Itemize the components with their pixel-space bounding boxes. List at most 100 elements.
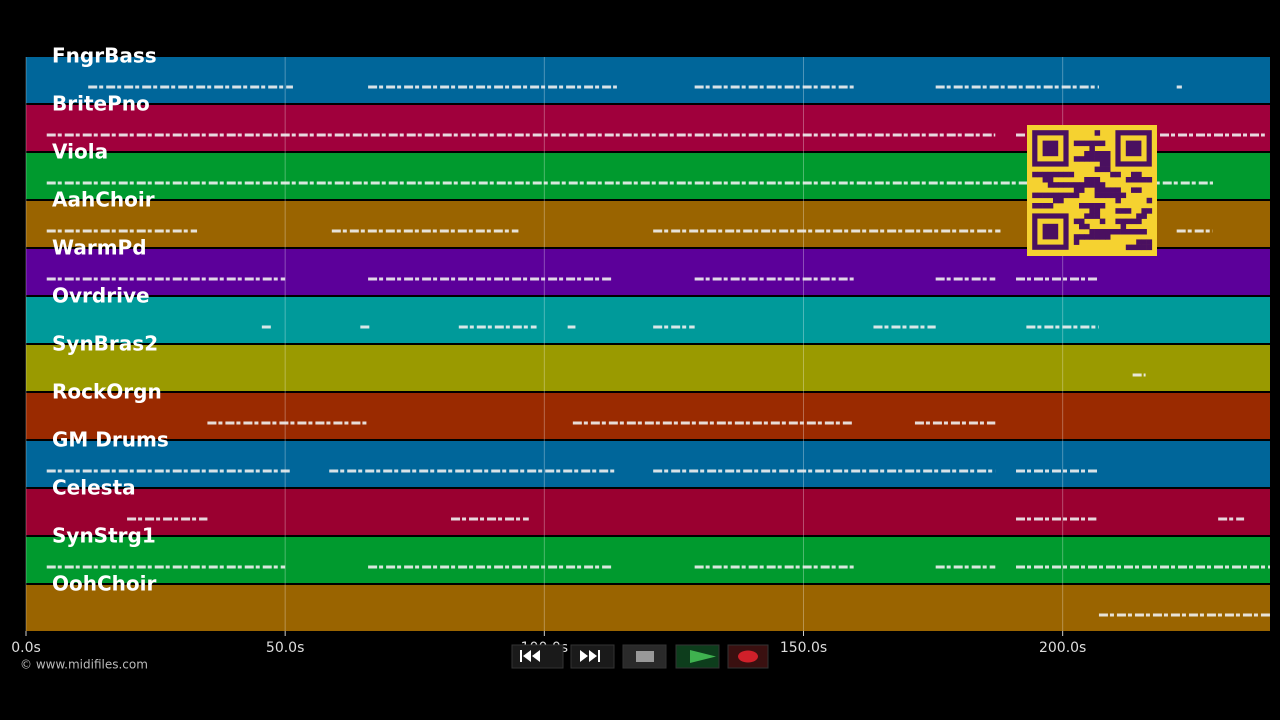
qr-finder xyxy=(1125,140,1142,157)
record-button[interactable] xyxy=(727,644,769,669)
qr-module xyxy=(1105,192,1111,199)
qr-module xyxy=(1068,182,1075,188)
track-band xyxy=(26,441,1270,487)
qr-finder xyxy=(1042,140,1059,157)
qr-module xyxy=(1136,239,1142,245)
qr-module xyxy=(1079,140,1085,147)
qr-module xyxy=(1120,192,1127,199)
qr-module xyxy=(1094,234,1101,240)
qr-module xyxy=(1131,218,1137,225)
qr-module xyxy=(1131,171,1137,178)
qr-module xyxy=(1073,140,1080,147)
qr-module xyxy=(1053,192,1059,199)
qr-module xyxy=(1094,151,1101,157)
track-label: SynStrg1 xyxy=(52,524,156,548)
qr-module xyxy=(1110,192,1116,199)
qr-module xyxy=(1089,203,1095,209)
qr-module xyxy=(1136,213,1142,219)
qr-module xyxy=(1084,234,1090,240)
qr-module xyxy=(1079,223,1085,230)
qr-code xyxy=(1027,125,1157,256)
qr-module xyxy=(1099,166,1106,173)
qr-module xyxy=(1084,223,1090,230)
track-band xyxy=(26,393,1270,439)
qr-module xyxy=(1089,229,1095,235)
qr-module xyxy=(1084,140,1090,147)
qr-module xyxy=(1105,187,1111,193)
qr-module xyxy=(1073,239,1080,245)
qr-module xyxy=(1146,208,1153,214)
qr-module xyxy=(1136,229,1142,235)
qr-module xyxy=(1047,177,1054,183)
qr-module xyxy=(1110,229,1116,235)
qr-module xyxy=(1063,182,1069,188)
qr-module xyxy=(1115,218,1121,225)
qr-module xyxy=(1136,244,1142,251)
qr-module xyxy=(1089,156,1095,162)
copyright: © www.midifiles.com xyxy=(20,658,148,672)
qr-module xyxy=(1110,171,1116,178)
qr-module xyxy=(1110,187,1116,193)
track-label: GM Drums xyxy=(52,428,169,452)
qr-module xyxy=(1115,197,1121,204)
qr-module xyxy=(1047,171,1054,178)
qr-module xyxy=(1120,229,1127,235)
qr-module xyxy=(1032,203,1038,209)
qr-module xyxy=(1099,140,1106,147)
qr-module xyxy=(1136,171,1142,178)
track-band xyxy=(26,345,1270,391)
qr-module xyxy=(1120,218,1127,225)
fast-forward-button[interactable] xyxy=(570,644,615,669)
qr-module xyxy=(1037,203,1043,209)
stop-button[interactable] xyxy=(622,644,667,669)
qr-module xyxy=(1094,177,1101,183)
track-band xyxy=(26,585,1270,631)
qr-module xyxy=(1042,177,1049,183)
qr-module xyxy=(1099,192,1106,199)
qr-module xyxy=(1105,229,1111,235)
qr-module xyxy=(1105,156,1111,162)
qr-module xyxy=(1099,156,1106,162)
qr-module xyxy=(1141,208,1147,214)
qr-module xyxy=(1099,234,1106,240)
qr-module xyxy=(1136,218,1142,225)
qr-module xyxy=(1105,166,1111,173)
x-tick-label: 200.0s xyxy=(1039,640,1086,656)
qr-module xyxy=(1042,192,1049,199)
qr-module xyxy=(1094,213,1101,219)
qr-module xyxy=(1084,182,1090,188)
qr-module xyxy=(1079,156,1085,162)
qr-module xyxy=(1079,203,1085,209)
qr-module xyxy=(1063,192,1069,199)
qr-module xyxy=(1073,234,1080,240)
qr-module xyxy=(1099,187,1106,193)
qr-module xyxy=(1079,234,1085,240)
x-tick-label: 50.0s xyxy=(266,640,304,656)
qr-module xyxy=(1089,151,1095,157)
qr-module xyxy=(1073,156,1080,162)
track-label: Ovrdrive xyxy=(52,284,150,308)
qr-module xyxy=(1125,218,1132,225)
qr-module xyxy=(1089,234,1095,240)
qr-module xyxy=(1084,203,1090,209)
rewind-button[interactable] xyxy=(511,644,564,669)
qr-module xyxy=(1042,203,1049,209)
qr-module xyxy=(1068,192,1075,199)
transport-controls xyxy=(511,644,769,669)
play-button[interactable] xyxy=(675,644,720,669)
qr-module xyxy=(1094,203,1101,209)
qr-module xyxy=(1089,140,1095,147)
qr-module xyxy=(1058,182,1064,188)
qr-module xyxy=(1068,171,1075,178)
qr-module xyxy=(1125,208,1132,214)
qr-module xyxy=(1146,177,1153,183)
qr-module xyxy=(1089,213,1095,219)
track-label: WarmPd xyxy=(52,236,147,260)
track-label: AahChoir xyxy=(52,188,155,212)
qr-module xyxy=(1125,177,1132,183)
qr-module xyxy=(1099,218,1106,225)
qr-module xyxy=(1032,192,1038,199)
qr-module xyxy=(1063,171,1069,178)
qr-module xyxy=(1120,223,1127,230)
